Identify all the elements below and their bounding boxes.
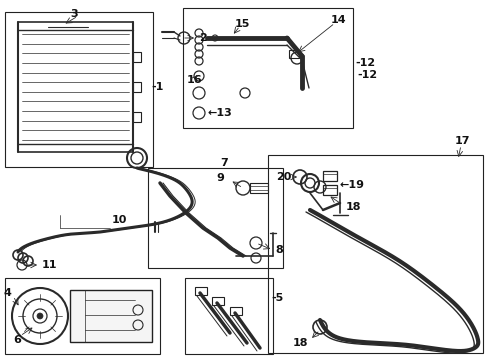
Bar xyxy=(148,168,283,268)
Text: 9: 9 xyxy=(216,173,224,183)
Bar xyxy=(212,297,224,305)
Text: 7: 7 xyxy=(220,158,227,168)
Text: 17: 17 xyxy=(454,136,469,146)
Bar xyxy=(133,112,141,122)
Text: 6: 6 xyxy=(13,335,21,345)
Bar xyxy=(229,307,242,315)
Text: 11: 11 xyxy=(42,260,58,270)
Circle shape xyxy=(37,313,43,319)
Text: ←19: ←19 xyxy=(339,180,364,190)
Text: -12: -12 xyxy=(354,58,374,68)
Bar xyxy=(184,278,272,354)
Text: ←13: ←13 xyxy=(206,108,231,118)
Text: 8: 8 xyxy=(274,245,282,255)
Text: -12: -12 xyxy=(356,70,376,80)
Bar xyxy=(133,82,141,92)
Bar xyxy=(183,8,352,128)
Bar xyxy=(323,171,336,181)
Bar xyxy=(267,155,482,353)
Text: 4: 4 xyxy=(3,288,11,298)
Bar xyxy=(195,287,206,295)
Bar xyxy=(249,183,267,193)
Text: 15: 15 xyxy=(235,19,250,29)
Bar xyxy=(5,278,160,354)
Text: 3: 3 xyxy=(70,9,78,19)
Text: -5: -5 xyxy=(270,293,283,303)
Text: 20: 20 xyxy=(275,172,291,182)
Bar xyxy=(70,290,152,342)
Bar xyxy=(133,52,141,62)
Text: -1: -1 xyxy=(151,82,163,92)
Text: 10: 10 xyxy=(112,215,127,225)
Text: 16: 16 xyxy=(186,75,202,85)
Bar xyxy=(288,50,298,58)
Text: 18: 18 xyxy=(346,202,361,212)
Bar xyxy=(323,185,336,195)
Text: 2: 2 xyxy=(199,33,206,43)
Text: 18: 18 xyxy=(292,338,308,348)
Text: 14: 14 xyxy=(330,15,346,25)
Bar xyxy=(5,12,153,167)
